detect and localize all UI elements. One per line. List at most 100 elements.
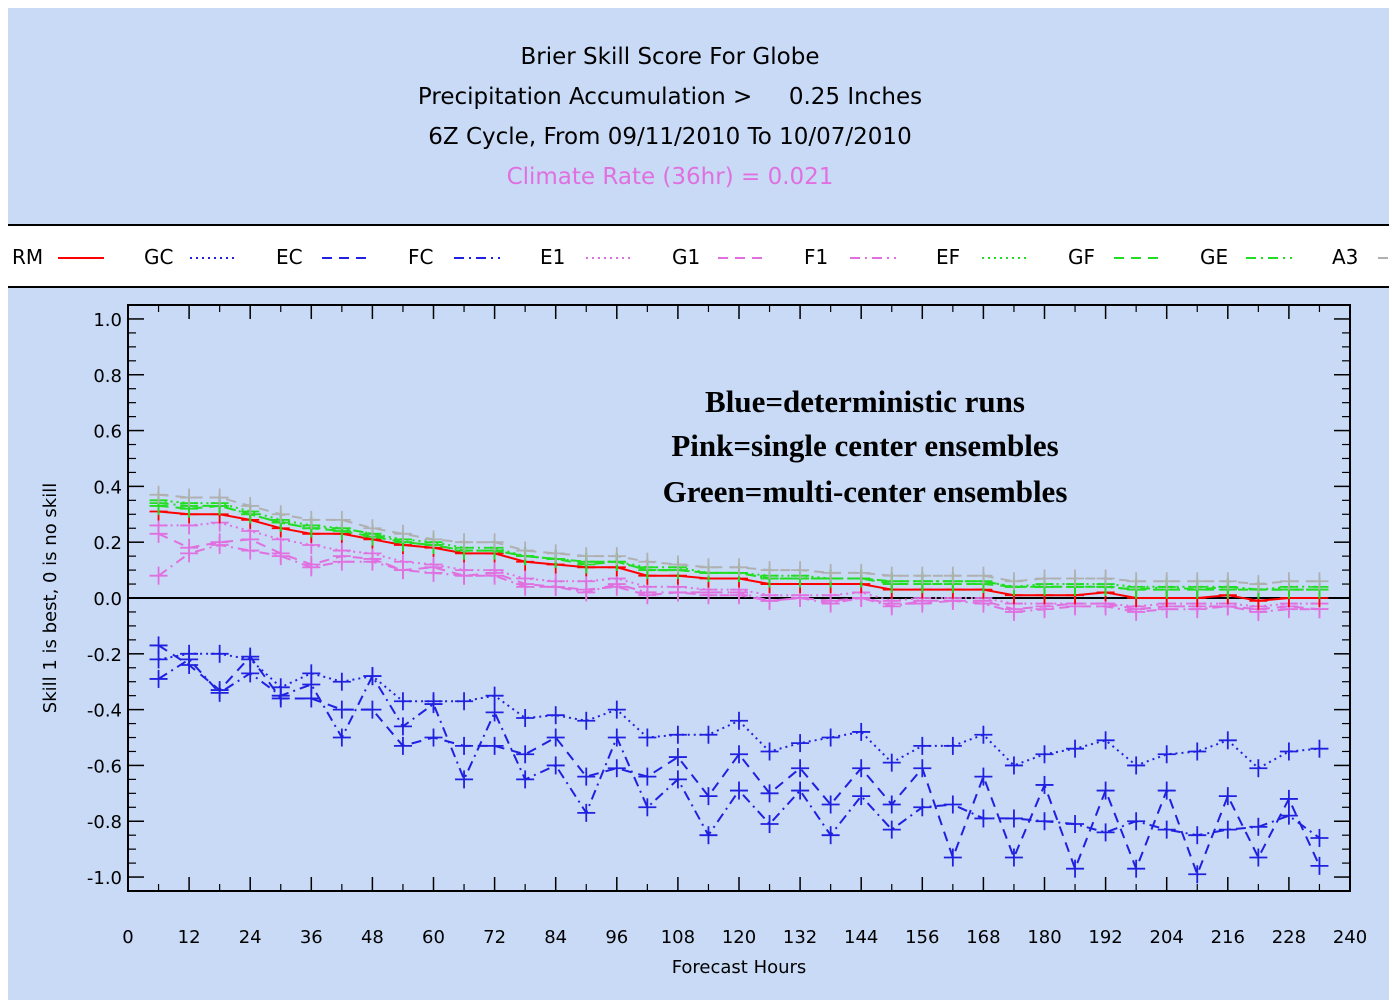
data-point-a3 (882, 566, 901, 585)
data-point-fc (1066, 815, 1085, 834)
data-point-f1 (546, 577, 565, 596)
y-tick-label: 1.0 (93, 310, 122, 331)
series-ec (149, 636, 1329, 884)
data-point-gc (791, 734, 810, 753)
chart-title: Brier Skill Score For Globe (520, 44, 820, 70)
x-tick-label: 192 (1088, 927, 1122, 948)
data-point-a3 (821, 563, 840, 582)
data-point-fc (149, 669, 168, 688)
data-point-ec (1249, 848, 1268, 867)
x-tick-label: 120 (722, 927, 756, 948)
plot-layer: 0 12 24 36 48 60 72 84 96 108 120 132 144 156 168 180 19… (40, 304, 1367, 978)
chart-subtitle-climate-rate: Climate Rate (36hr) = 0.021 (506, 164, 834, 190)
y-tick-label: -0.8 (87, 812, 122, 833)
data-point-fc (546, 756, 565, 775)
data-point-gc (577, 711, 596, 730)
chart-subtitle-threshold: Precipitation Accumulation > 0.25 Inches (417, 84, 923, 110)
data-point-f1 (638, 583, 657, 602)
data-point-fc (271, 686, 290, 705)
data-point-a3 (180, 488, 199, 507)
data-point-fc (577, 803, 596, 822)
data-point-ec (332, 700, 351, 719)
data-point-fc (1188, 826, 1207, 845)
data-point-ec (577, 767, 596, 786)
x-axis-label: Forecast Hours (672, 957, 807, 978)
data-point-f1 (760, 591, 779, 610)
data-point-fc (882, 820, 901, 839)
data-point-fc (424, 695, 443, 714)
data-point-a3 (1127, 572, 1146, 591)
data-point-a3 (241, 496, 260, 515)
data-point-f1 (882, 597, 901, 616)
data-point-ec (424, 728, 443, 747)
data-point-fc (943, 795, 962, 814)
x-tick-label: 132 (783, 927, 817, 948)
data-point-gc (913, 736, 932, 755)
data-point-fc (1249, 817, 1268, 836)
data-point-gc (1096, 731, 1115, 750)
data-point-gc (1279, 742, 1298, 761)
data-point-g1 (149, 524, 168, 543)
data-point-f1 (821, 594, 840, 613)
y-tick-label: -1.0 (87, 868, 122, 889)
data-point-a3 (852, 563, 871, 582)
data-point-fc (485, 703, 504, 722)
data-point-fc (821, 826, 840, 845)
legend-label-e1: E1 (540, 245, 565, 269)
y-tick-label: 0.6 (93, 422, 122, 443)
data-point-gc (1310, 739, 1329, 758)
data-point-gc (1218, 731, 1237, 750)
x-tick-label: 168 (966, 927, 1000, 948)
data-point-fc (241, 664, 260, 683)
chart-background (8, 8, 1389, 1000)
x-tick-label: 72 (483, 927, 506, 948)
data-point-f1 (271, 547, 290, 566)
data-point-gc (974, 725, 993, 744)
x-tick-label: 156 (905, 927, 939, 948)
data-point-f1 (149, 566, 168, 585)
x-tick-label: 36 (300, 927, 323, 948)
y-tick-label: -0.4 (87, 701, 122, 722)
chart-subtitle-cycle: 6Z Cycle, From 09/11/2010 To 10/07/2010 (428, 124, 912, 150)
legend-label-fc: FC (408, 245, 433, 269)
x-tick-label: 240 (1333, 927, 1367, 948)
series-fc (149, 650, 1329, 847)
data-point-gc (210, 644, 229, 663)
data-point-ec (1279, 789, 1298, 808)
data-point-ec (730, 745, 748, 764)
data-point-a3 (393, 524, 412, 543)
data-point-fc (913, 798, 932, 817)
x-tick-label: 12 (178, 927, 201, 948)
data-point-fc (760, 815, 779, 834)
data-point-a3 (730, 558, 748, 577)
x-tick-label: 24 (239, 927, 262, 948)
data-point-a3 (210, 488, 229, 507)
data-point-a3 (638, 552, 657, 571)
data-point-a3 (332, 510, 351, 529)
data-point-a3 (363, 519, 382, 538)
data-point-gc (485, 686, 504, 705)
data-point-ec (607, 759, 626, 778)
legend-label-ef: EF (936, 245, 960, 269)
data-point-f1 (455, 566, 474, 585)
data-point-gc (1035, 745, 1054, 764)
data-point-f1 (180, 544, 199, 563)
data-point-a3 (1249, 575, 1268, 594)
data-point-a3 (668, 555, 687, 574)
data-point-f1 (393, 561, 412, 580)
data-point-a3 (943, 566, 962, 585)
data-point-ec (516, 745, 535, 764)
data-point-fc (332, 728, 351, 747)
data-point-a3 (1004, 572, 1023, 591)
data-point-ec (882, 795, 901, 814)
data-point-fc (516, 770, 535, 789)
data-point-fc (1004, 809, 1023, 828)
data-point-f1 (302, 558, 321, 577)
y-tick-label: 0.8 (93, 366, 122, 387)
data-point-fc (852, 787, 871, 806)
data-point-gc (852, 722, 871, 741)
data-point-f1 (607, 575, 626, 594)
data-point-a3 (607, 547, 626, 566)
data-point-ec (943, 848, 962, 867)
